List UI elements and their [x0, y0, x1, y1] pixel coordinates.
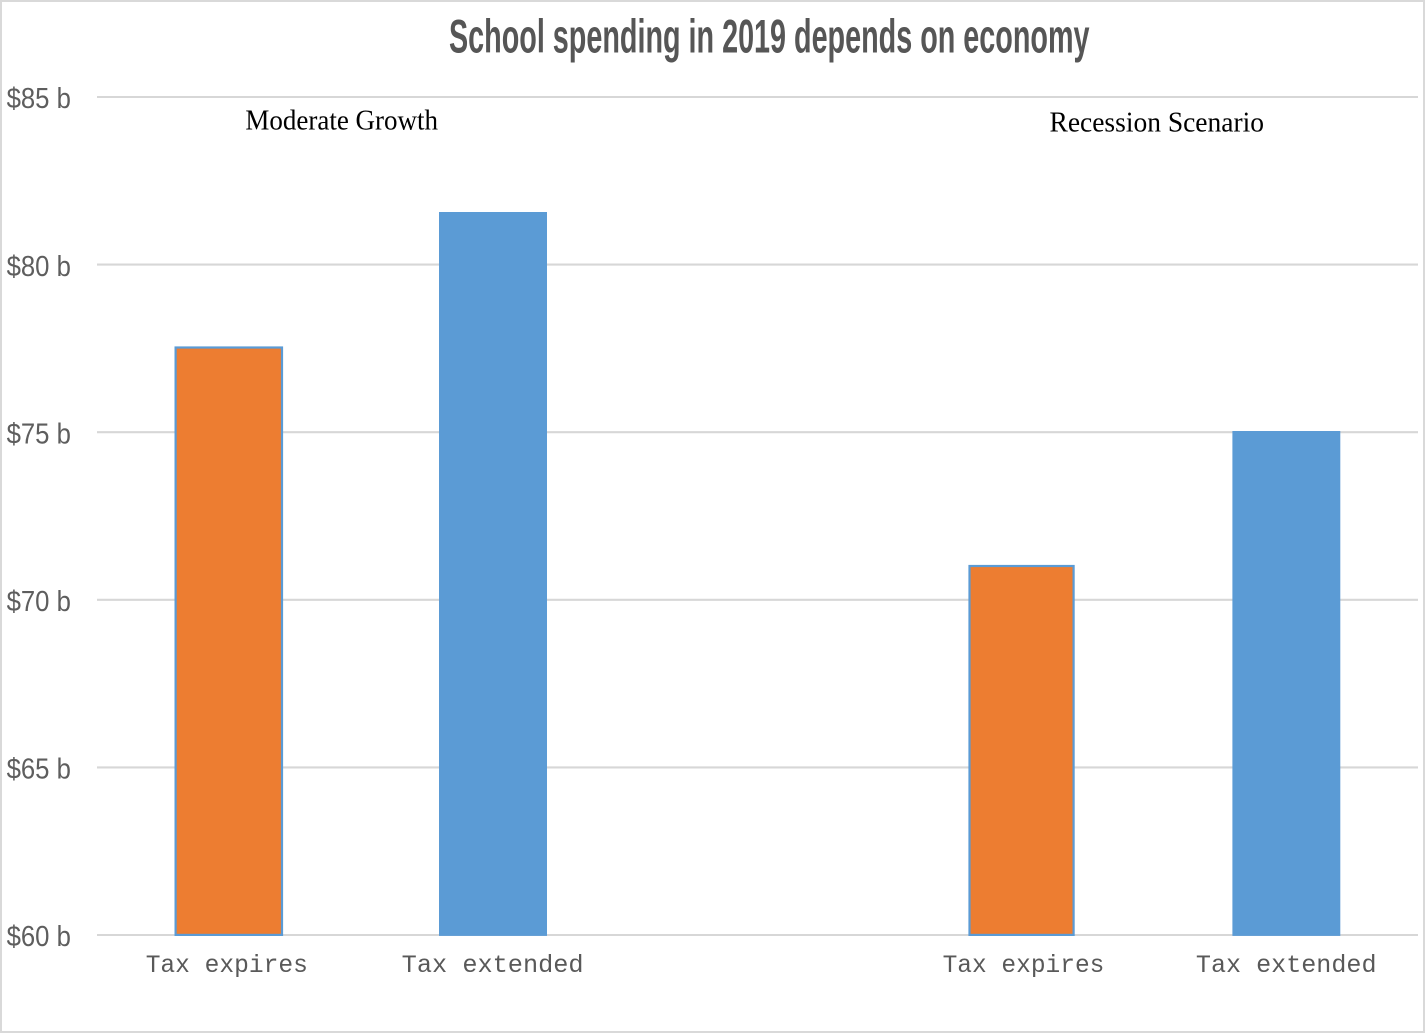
svg-text:$60 b: $60 b [7, 921, 71, 953]
svg-text:Moderate Growth: Moderate Growth [245, 106, 438, 137]
svg-text:Recession Scenario: Recession Scenario [1050, 107, 1265, 138]
svg-text:$80 b: $80 b [7, 251, 71, 283]
svg-text:Tax extended: Tax extended [402, 951, 584, 980]
svg-text:Tax expires: Tax expires [943, 951, 1105, 980]
svg-text:$75 b: $75 b [7, 418, 71, 450]
svg-text:$85 b: $85 b [7, 83, 71, 115]
svg-text:$65 b: $65 b [7, 754, 71, 786]
svg-text:Tax expires: Tax expires [146, 951, 308, 980]
svg-text:School spending in 2019 depend: School spending in 2019 depends on econo… [449, 9, 1090, 62]
svg-text:$70 b: $70 b [7, 586, 71, 618]
svg-text:Tax extended: Tax extended [1196, 951, 1377, 980]
